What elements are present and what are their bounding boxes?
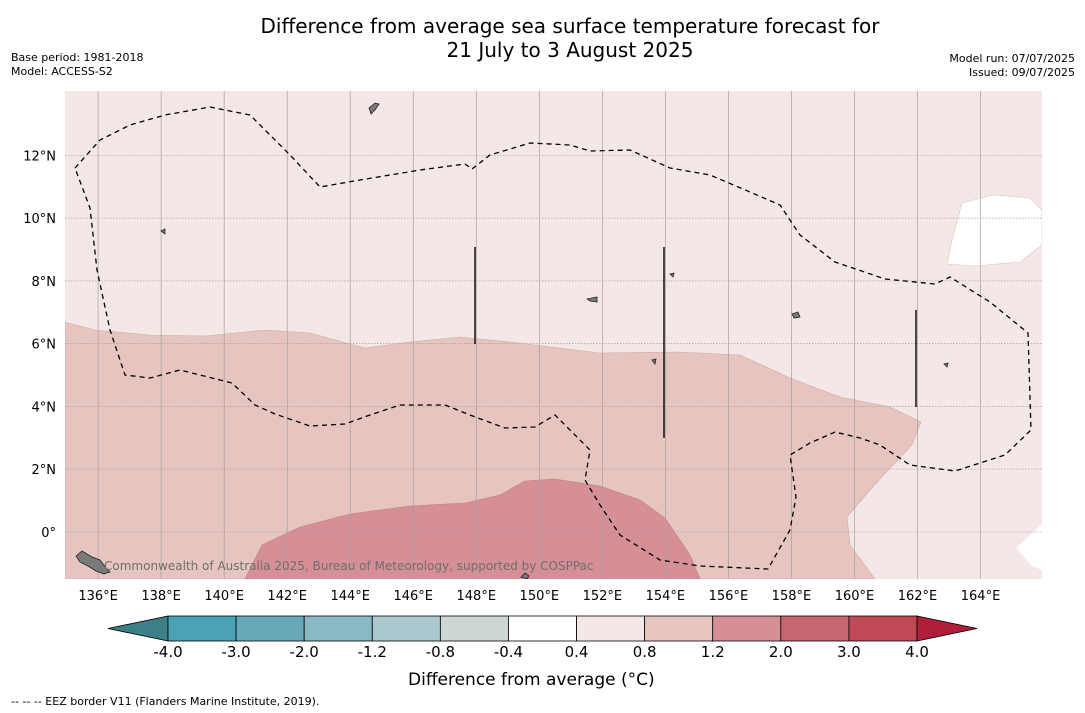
meta-left: Base period: 1981-2018 Model: ACCESS-S2 (11, 51, 143, 79)
colorbar-tick-label: 0.8 (632, 643, 657, 661)
island-4 (791, 311, 801, 319)
meta-right: Model run: 07/07/2025 Issued: 09/07/2025 (949, 52, 1075, 80)
longitude-label: 156°E (709, 589, 749, 604)
anomaly-region-dark (244, 478, 701, 579)
latitude-label: 2°N (32, 463, 57, 478)
longitude-label: 162°E (898, 589, 938, 604)
anomaly-region-white (946, 194, 1042, 267)
longitude-label: 142°E (267, 589, 307, 604)
island-5 (943, 362, 949, 368)
anomaly-region-medium (65, 321, 922, 579)
title-line-2: 21 July to 3 August 2025 (446, 38, 694, 62)
eez-legend-footer: -- -- -- EEZ border V11 (Flanders Marine… (11, 695, 320, 708)
latitude-label: 6°N (32, 338, 57, 353)
colorbar-segment (439, 615, 509, 642)
colorbar-segment (712, 615, 782, 642)
latitude-label: 8°N (32, 275, 57, 290)
map-title: Difference from average sea surface temp… (0, 14, 1085, 62)
colorbar-segment (371, 615, 441, 642)
colorbar-segment (167, 615, 237, 642)
island-2 (160, 228, 166, 235)
anomaly-region-white-2 (1016, 524, 1042, 570)
latitude-label: 10°N (23, 212, 56, 227)
map-credit: Commonwealth of Australia 2025, Bureau o… (104, 559, 594, 573)
colorbar-tick-label: -2.0 (289, 643, 319, 661)
issued-date: Issued: 09/07/2025 (968, 66, 1075, 79)
island-9 (651, 358, 657, 365)
latitude-label: 12°N (23, 149, 56, 164)
longitude-label: 148°E (457, 589, 497, 604)
colorbar-tick-label: 4.0 (905, 643, 929, 661)
colorbar-tick-label: -0.4 (493, 643, 524, 661)
island-3 (585, 296, 598, 303)
longitude-label: 150°E (520, 589, 560, 604)
colorbar-segment (508, 615, 577, 642)
model-run: Model run: 07/07/2025 (949, 52, 1075, 65)
island-1 (368, 102, 380, 115)
islands (75, 102, 949, 579)
island-7 (520, 572, 530, 579)
model-name: Model: ACCESS-S2 (11, 65, 113, 78)
colorbar-label: Difference from average (°C) (408, 670, 655, 690)
colorbar-extend-high (916, 615, 978, 642)
colorbar-tick-label: 0.4 (564, 643, 589, 661)
colorbar-segment (848, 615, 918, 642)
colorbar-tick-label: -4.0 (153, 643, 183, 661)
longitude-label: 146°E (393, 589, 433, 604)
colorbar-segment (780, 615, 850, 642)
colorbar-segment (644, 615, 714, 642)
longitude-label: 140°E (204, 589, 244, 604)
longitude-labels: 136°E 138°E 140°E 142°E 144°E 146°E 148°E 150°E… (78, 589, 1000, 604)
title-line-1: Difference from average sea surface temp… (260, 14, 880, 38)
map-area: Commonwealth of Australia 2025, Bureau o… (65, 91, 1042, 579)
colorbar-segment (235, 615, 305, 642)
colorbar-tick-label: 1.2 (700, 643, 725, 661)
colorbar-segment (576, 615, 646, 642)
colorbar-tick-label: -0.8 (425, 643, 455, 661)
longitude-label: 158°E (772, 589, 812, 604)
longitude-label: 152°E (583, 589, 623, 604)
longitude-label: 144°E (330, 589, 370, 604)
base-period: Base period: 1981-2018 (11, 51, 144, 64)
longitude-label: 136°E (78, 589, 118, 604)
colorbar-tick-label: 2.0 (768, 643, 793, 661)
island-8 (669, 272, 675, 278)
longitude-label: 138°E (141, 589, 181, 604)
colorbar (107, 615, 978, 642)
colorbar-extend-low (107, 615, 169, 642)
latitude-labels: 12°N 10°N 8°N 6°N 4°N 2°N 0° (23, 149, 56, 541)
longitude-label: 160°E (835, 589, 875, 604)
colorbar-tick-label: -1.2 (357, 643, 387, 661)
colorbar-tick-label: 3.0 (836, 643, 861, 661)
eez-border (74, 106, 1032, 570)
colorbar-segment (303, 615, 373, 642)
colorbar-tick-label: -3.0 (221, 643, 251, 661)
latitude-label: 0° (41, 526, 56, 541)
latitude-label: 4°N (32, 400, 57, 415)
island-6 (75, 550, 111, 575)
graticule (65, 91, 1042, 579)
longitude-label: 154°E (646, 589, 686, 604)
longitude-label: 164°E (961, 589, 1001, 604)
